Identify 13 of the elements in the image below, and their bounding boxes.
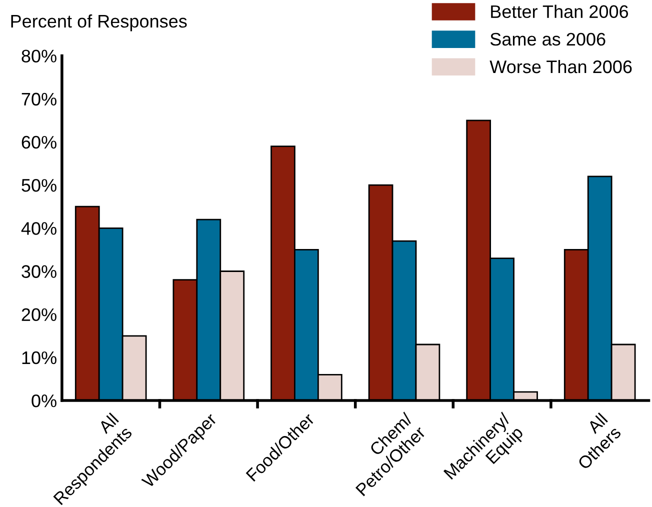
- legend-label: Better Than 2006: [491, 4, 628, 18]
- legend-label: Same as 2006: [490, 32, 606, 46]
- y-tick-label: 30%: [22, 265, 56, 278]
- y-tick-label: 60%: [22, 136, 56, 149]
- y-tick-label: 80%: [22, 50, 56, 62]
- y-tick-label: 0%: [32, 394, 56, 408]
- y-tick-label: 40%: [21, 222, 56, 235]
- y-tick-label: 20%: [22, 308, 56, 322]
- y-tick-label: 10%: [22, 351, 56, 364]
- y-axis-title: Percent of Responses: [11, 14, 187, 32]
- y-tick-label: 50%: [22, 178, 56, 192]
- y-tick-label: 70%: [22, 92, 56, 106]
- legend-label: Worse Than 2006: [490, 60, 632, 74]
